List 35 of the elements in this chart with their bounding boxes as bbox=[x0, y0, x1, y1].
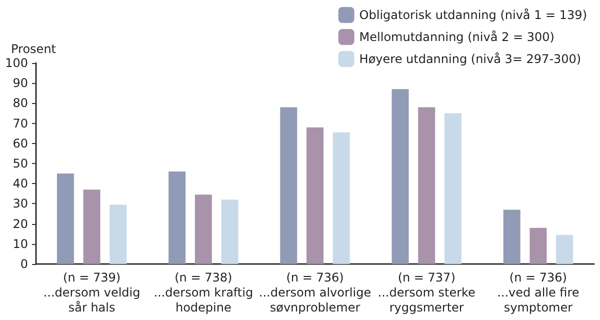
y-tick-label: 30 bbox=[12, 196, 28, 211]
bar bbox=[280, 107, 298, 264]
y-axis-title: Prosent bbox=[11, 42, 56, 56]
bar bbox=[110, 204, 127, 264]
legend-label: Høyere utdanning (nivå 3= 297-300) bbox=[359, 52, 582, 66]
y-tick-label: 40 bbox=[12, 176, 28, 191]
bar bbox=[83, 190, 100, 264]
y-tick-label: 0 bbox=[20, 257, 28, 271]
y-tick-label: 10 bbox=[12, 236, 28, 251]
legend-label: Mellomutdanning (nivå 2 = 300) bbox=[359, 30, 554, 44]
bar bbox=[444, 113, 462, 264]
x-tick-label: (n = 738) ...dersom kraftig hodepine bbox=[154, 270, 254, 314]
x-tick-label: (n = 737) ...dersom sterke ryggsmerter bbox=[378, 270, 476, 314]
bar bbox=[332, 132, 350, 264]
x-tick-label: (n = 739) ...dersom veldig sår hals bbox=[43, 270, 140, 314]
bar bbox=[418, 107, 436, 264]
x-tick-label: (n = 736) ...dersom alvorlige søvnproblemer bbox=[258, 270, 372, 314]
y-tick-label: 90 bbox=[12, 76, 28, 90]
bar bbox=[221, 200, 238, 264]
y-tick-label: 100 bbox=[5, 56, 28, 70]
bar bbox=[306, 127, 324, 264]
y-tick-label: 70 bbox=[12, 116, 28, 130]
y-tick-label: 50 bbox=[12, 156, 28, 170]
legend-label: Obligatorisk utdanning (nivå 1 = 139) bbox=[359, 8, 588, 22]
y-tick-label: 20 bbox=[12, 216, 28, 231]
bar bbox=[194, 194, 212, 264]
bar bbox=[530, 228, 547, 264]
y-tick-label: 80 bbox=[12, 96, 28, 110]
x-tick-label: (n = 736) ...ved alle fire symptomer bbox=[497, 270, 580, 314]
bar bbox=[168, 172, 186, 264]
bar bbox=[556, 234, 574, 264]
bar bbox=[56, 174, 74, 264]
bar bbox=[392, 89, 409, 264]
bar bbox=[503, 210, 520, 264]
y-tick-label: 60 bbox=[12, 136, 28, 150]
